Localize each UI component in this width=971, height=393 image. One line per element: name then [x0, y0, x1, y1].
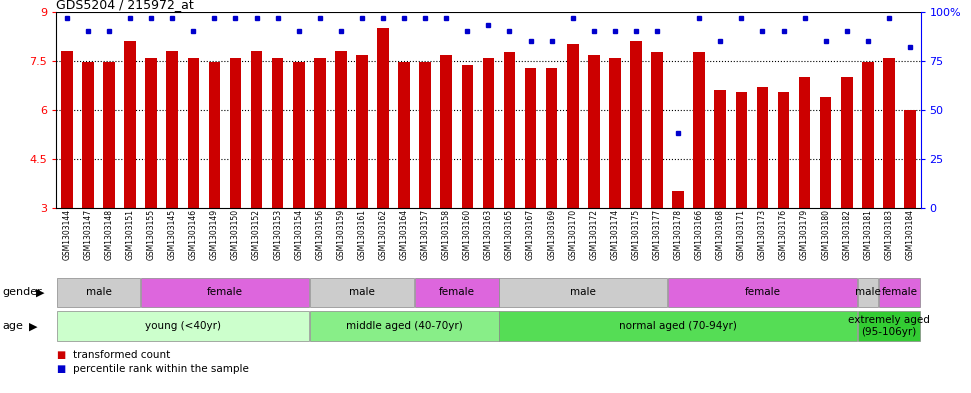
Bar: [862, 62, 874, 208]
Text: percentile rank within the sample: percentile rank within the sample: [73, 364, 249, 374]
Bar: [166, 51, 178, 208]
Bar: [609, 59, 620, 208]
Bar: [61, 51, 73, 208]
Bar: [441, 55, 452, 208]
Bar: [499, 277, 667, 307]
Text: female: female: [882, 287, 918, 298]
Text: middle aged (40-70yr): middle aged (40-70yr): [346, 321, 462, 331]
Bar: [857, 277, 878, 307]
Text: male: male: [349, 287, 375, 298]
Bar: [756, 87, 768, 208]
Text: normal aged (70-94yr): normal aged (70-94yr): [619, 321, 737, 331]
Bar: [715, 90, 726, 208]
Text: ■: ■: [56, 364, 66, 374]
Bar: [668, 277, 856, 307]
Bar: [504, 52, 516, 208]
Text: female: female: [207, 287, 243, 298]
Bar: [398, 62, 410, 208]
Text: female: female: [439, 287, 475, 298]
Text: male: male: [570, 287, 596, 298]
Bar: [499, 311, 856, 341]
Text: extremely aged
(95-106yr): extremely aged (95-106yr): [848, 316, 930, 337]
Bar: [56, 311, 309, 341]
Bar: [799, 77, 811, 208]
Bar: [83, 62, 94, 208]
Bar: [857, 311, 921, 341]
Text: young (<40yr): young (<40yr): [145, 321, 220, 331]
Bar: [588, 55, 600, 208]
Text: transformed count: transformed count: [73, 350, 170, 360]
Text: age: age: [2, 321, 22, 331]
Bar: [56, 277, 140, 307]
Bar: [251, 51, 262, 208]
Bar: [272, 59, 284, 208]
Bar: [293, 62, 305, 208]
Text: gender: gender: [2, 287, 42, 298]
Bar: [841, 77, 853, 208]
Bar: [461, 65, 473, 208]
Bar: [820, 97, 831, 208]
Bar: [879, 277, 921, 307]
Bar: [146, 59, 157, 208]
Bar: [187, 59, 199, 208]
Bar: [415, 277, 498, 307]
Bar: [124, 41, 136, 208]
Bar: [141, 277, 309, 307]
Bar: [693, 52, 705, 208]
Bar: [524, 68, 536, 208]
Bar: [310, 311, 498, 341]
Bar: [883, 59, 894, 208]
Bar: [209, 62, 220, 208]
Text: male: male: [85, 287, 112, 298]
Bar: [546, 68, 557, 208]
Bar: [103, 62, 115, 208]
Bar: [567, 44, 579, 208]
Text: female: female: [745, 287, 781, 298]
Text: male: male: [854, 287, 881, 298]
Text: ■: ■: [56, 350, 66, 360]
Bar: [630, 41, 642, 208]
Bar: [483, 59, 494, 208]
Bar: [652, 52, 663, 208]
Text: ▶: ▶: [36, 287, 45, 298]
Bar: [356, 55, 368, 208]
Bar: [310, 277, 415, 307]
Bar: [904, 110, 916, 208]
Bar: [419, 62, 431, 208]
Bar: [736, 92, 747, 208]
Text: ▶: ▶: [29, 321, 38, 331]
Bar: [377, 28, 388, 208]
Bar: [672, 191, 684, 208]
Bar: [314, 59, 325, 208]
Text: GDS5204 / 215972_at: GDS5204 / 215972_at: [56, 0, 194, 11]
Bar: [778, 92, 789, 208]
Bar: [335, 51, 347, 208]
Bar: [230, 59, 241, 208]
